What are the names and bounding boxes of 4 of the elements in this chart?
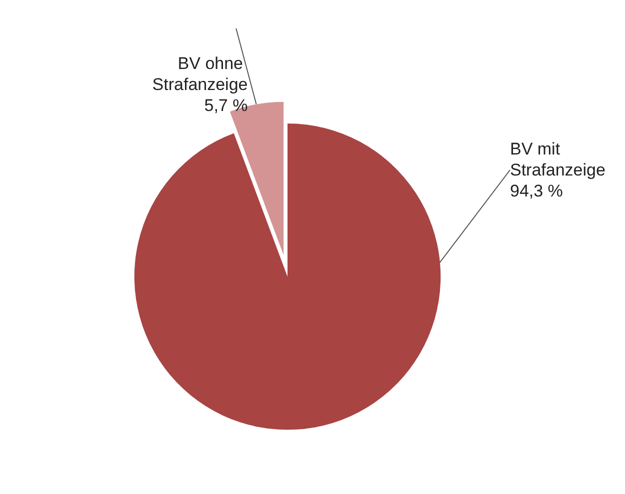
data-label: 94,3 % (510, 182, 563, 200)
data-label: 5,7 % (204, 96, 248, 116)
slice-label: BV mit Strafanzeige (510, 140, 606, 180)
slice-label: BV ohne Strafanzeige (152, 54, 248, 94)
